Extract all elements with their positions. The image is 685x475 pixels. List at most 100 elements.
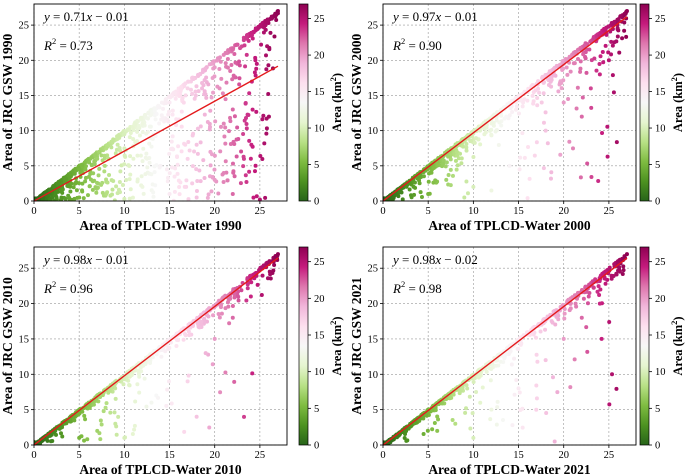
data-point	[624, 9, 629, 14]
data-point	[48, 439, 53, 444]
x-tick-label: 10	[119, 206, 130, 217]
colorbar-tick-label: 25	[655, 14, 666, 25]
data-point	[204, 75, 209, 80]
data-point	[581, 52, 586, 57]
data-point	[124, 177, 129, 182]
data-point	[230, 107, 235, 112]
data-point	[200, 81, 205, 86]
data-point	[223, 141, 228, 146]
data-point	[539, 100, 544, 105]
panel-2010: 0 5 10 15 20 25 0 5 10 15 20 25 Area of TPLCD-Water …	[0, 246, 344, 475]
data-point	[179, 149, 184, 154]
data-point	[248, 156, 253, 161]
data-point	[465, 191, 470, 196]
data-point	[148, 360, 153, 365]
data-point	[182, 429, 187, 434]
y-axis-label: Area of JRC GSW 1990	[0, 34, 15, 172]
data-point	[234, 154, 239, 159]
data-point	[97, 149, 102, 154]
data-point	[212, 74, 217, 79]
data-point	[179, 124, 184, 129]
data-point	[246, 38, 251, 43]
data-point	[113, 421, 118, 426]
data-point	[237, 63, 242, 68]
data-point	[144, 404, 149, 409]
fit-equation: y = 0.98x − 0.01	[42, 252, 129, 267]
data-point	[93, 185, 98, 190]
data-point	[197, 168, 202, 173]
data-point	[593, 277, 598, 282]
data-point	[518, 342, 523, 347]
data-point	[45, 438, 50, 443]
data-point	[253, 73, 258, 78]
data-point	[464, 406, 469, 411]
data-point	[140, 159, 145, 164]
data-point	[175, 162, 180, 167]
data-point	[509, 362, 514, 367]
data-point	[217, 86, 222, 91]
colorbar-tick-label: 20	[655, 294, 666, 305]
colorbar	[639, 3, 650, 202]
data-point	[95, 156, 100, 161]
data-point	[178, 89, 183, 94]
data-point	[449, 395, 454, 400]
data-point	[610, 372, 615, 377]
data-point	[100, 158, 105, 163]
data-point	[464, 148, 469, 153]
data-point	[53, 432, 58, 437]
data-point	[81, 196, 86, 201]
data-point	[95, 428, 100, 433]
data-point	[140, 184, 145, 189]
data-point	[152, 170, 157, 175]
data-point	[456, 156, 461, 161]
data-point	[263, 195, 268, 200]
data-point	[450, 173, 455, 178]
data-point	[170, 108, 175, 113]
y-tick-label: 10	[19, 370, 30, 381]
data-point	[573, 301, 578, 306]
data-point	[234, 42, 239, 47]
data-point	[472, 140, 477, 145]
data-point	[83, 417, 88, 422]
x-tick-label: 0	[31, 450, 36, 461]
data-point	[165, 387, 170, 392]
fit-line	[33, 257, 279, 446]
x-tick-label: 5	[426, 206, 431, 217]
data-point	[443, 164, 448, 169]
data-point	[489, 133, 494, 138]
data-point	[183, 142, 188, 147]
data-point	[144, 131, 149, 136]
x-tick-label: 15	[164, 206, 175, 217]
data-point	[116, 133, 121, 138]
x-tick-label: 5	[77, 450, 82, 461]
data-point	[170, 112, 175, 117]
data-point	[266, 63, 271, 68]
data-point	[177, 192, 182, 197]
data-point	[470, 411, 475, 416]
data-point	[59, 431, 64, 436]
data-point	[77, 435, 82, 440]
x-tick-label: 10	[468, 206, 479, 217]
data-point	[131, 156, 136, 161]
data-point	[531, 101, 536, 106]
data-point	[209, 61, 214, 66]
data-point	[620, 272, 625, 277]
data-point	[566, 297, 571, 302]
data-point	[59, 197, 64, 201]
data-point	[484, 369, 489, 374]
data-point	[115, 142, 120, 147]
data-point	[230, 304, 235, 309]
data-point	[594, 68, 599, 73]
plot-frame	[382, 3, 637, 202]
data-point	[428, 170, 433, 175]
data-point	[111, 137, 116, 142]
fit-equation: y = 0.97x − 0.01	[391, 9, 478, 24]
colorbar-tick-label: 20	[314, 51, 325, 62]
data-point	[597, 292, 602, 297]
data-point	[106, 390, 111, 395]
data-point	[211, 313, 216, 318]
data-point	[174, 343, 179, 348]
fit-line	[382, 16, 628, 202]
data-point	[507, 113, 512, 118]
data-point	[154, 111, 159, 116]
